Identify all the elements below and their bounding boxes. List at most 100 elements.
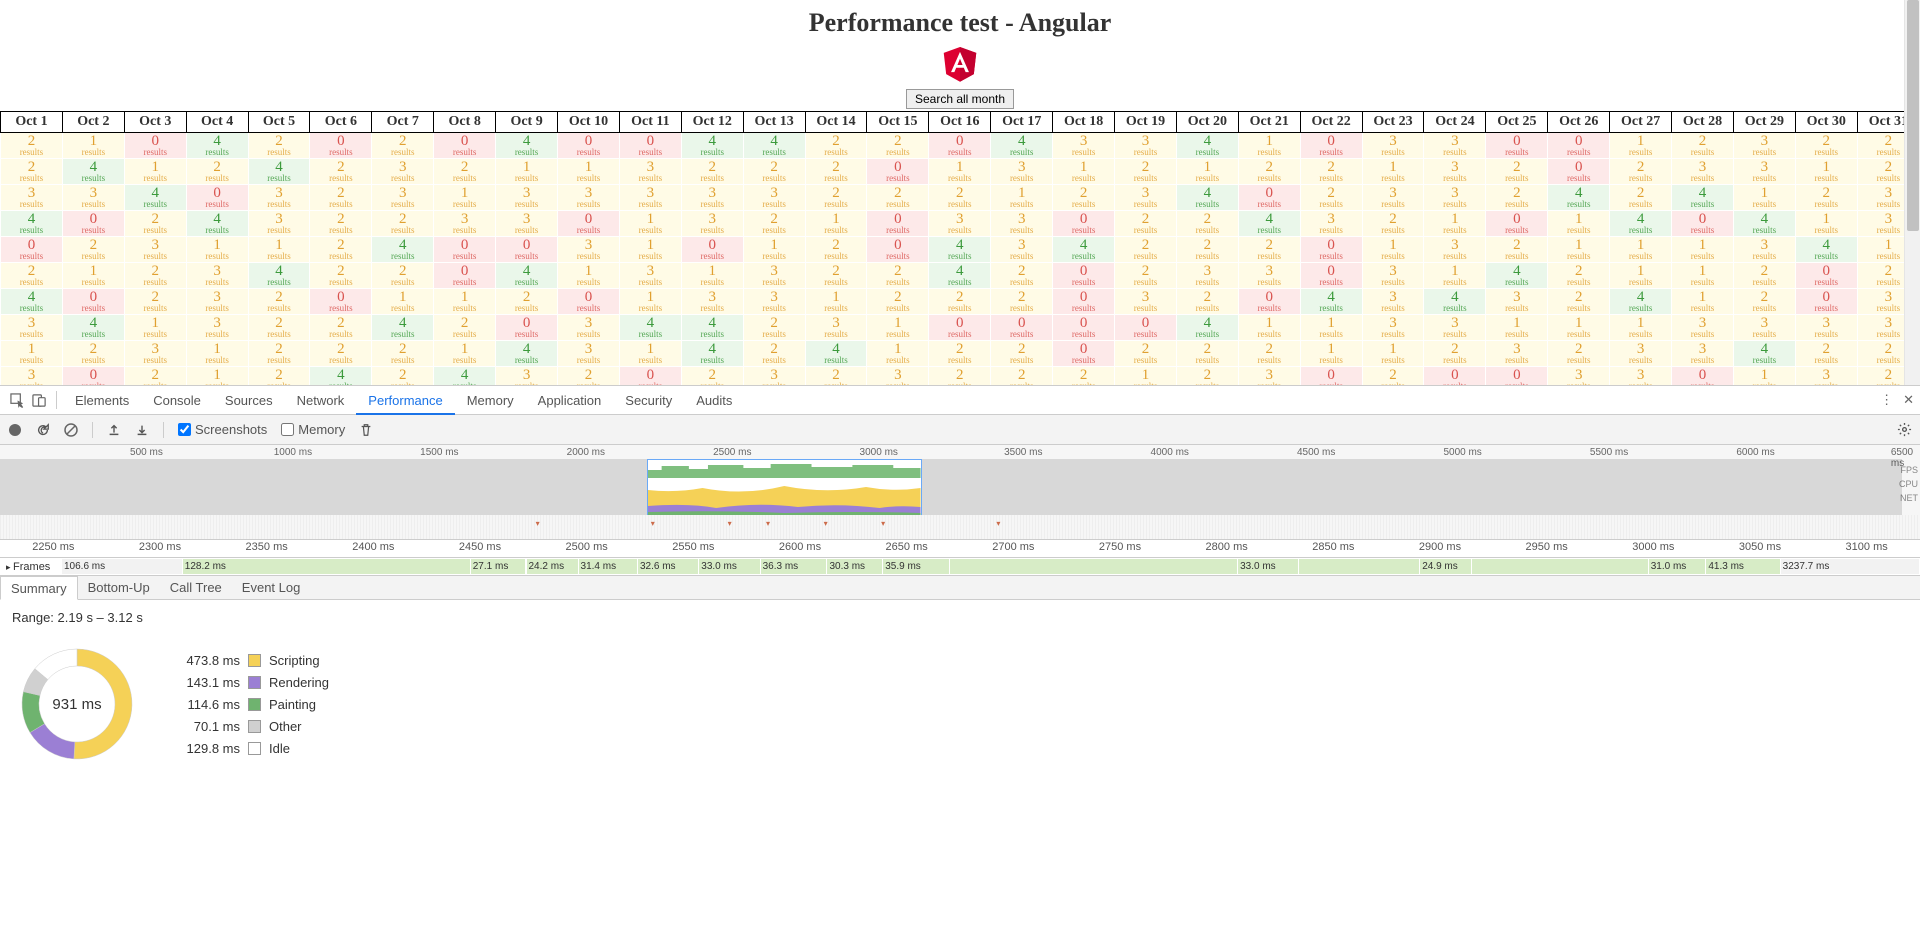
result-cell[interactable]: 4results <box>619 315 681 341</box>
result-cell[interactable]: 2results <box>248 367 310 386</box>
result-cell[interactable]: 3results <box>991 237 1053 263</box>
result-cell[interactable]: 2results <box>124 211 186 237</box>
result-cell[interactable]: 0results <box>1300 367 1362 386</box>
result-cell[interactable]: 3results <box>1610 341 1672 367</box>
result-cell[interactable]: 0results <box>558 133 620 159</box>
result-cell[interactable]: 0results <box>1300 263 1362 289</box>
frame-segment[interactable]: 36.3 ms <box>761 559 828 574</box>
result-cell[interactable]: 0results <box>1053 315 1115 341</box>
result-cell[interactable]: 0results <box>1300 237 1362 263</box>
result-cell[interactable]: 3results <box>991 211 1053 237</box>
result-cell[interactable]: 2results <box>372 367 434 386</box>
result-cell[interactable]: 2results <box>805 263 867 289</box>
result-cell[interactable]: 1results <box>1610 315 1672 341</box>
result-cell[interactable]: 1results <box>62 263 124 289</box>
result-cell[interactable]: 4results <box>991 133 1053 159</box>
result-cell[interactable]: 2results <box>991 263 1053 289</box>
result-cell[interactable]: 3results <box>1362 133 1424 159</box>
result-cell[interactable]: 3results <box>496 211 558 237</box>
result-cell[interactable]: 2results <box>1300 159 1362 185</box>
result-cell[interactable]: 1results <box>619 341 681 367</box>
result-cell[interactable]: 0results <box>1672 367 1734 386</box>
result-cell[interactable]: 3results <box>1362 315 1424 341</box>
result-cell[interactable]: 1results <box>186 341 248 367</box>
device-toggle-icon[interactable] <box>28 393 50 408</box>
result-cell[interactable]: 0results <box>1053 211 1115 237</box>
result-cell[interactable]: 3results <box>1053 133 1115 159</box>
result-cell[interactable]: 1results <box>1795 159 1857 185</box>
result-cell[interactable]: 3results <box>1733 237 1795 263</box>
result-cell[interactable]: 2results <box>434 159 496 185</box>
result-cell[interactable]: 0results <box>62 367 124 386</box>
result-cell[interactable]: 1results <box>558 263 620 289</box>
result-cell[interactable]: 2results <box>1610 159 1672 185</box>
result-cell[interactable]: 0results <box>1238 185 1300 211</box>
result-cell[interactable]: 3results <box>1115 289 1177 315</box>
result-cell[interactable]: 0results <box>867 237 929 263</box>
frames-track[interactable]: 106.6 ms128.2 ms27.1 ms24.2 ms31.4 ms32.… <box>62 558 1920 575</box>
result-cell[interactable]: 0results <box>1486 211 1548 237</box>
result-cell[interactable]: 2results <box>1 159 63 185</box>
result-cell[interactable]: 2results <box>1795 185 1857 211</box>
result-cell[interactable]: 0results <box>186 185 248 211</box>
result-cell[interactable]: 1results <box>496 159 558 185</box>
result-cell[interactable]: 4results <box>372 237 434 263</box>
result-cell[interactable]: 4results <box>1610 289 1672 315</box>
result-cell[interactable]: 3results <box>372 159 434 185</box>
result-cell[interactable]: 3results <box>1238 263 1300 289</box>
result-cell[interactable]: 2results <box>1362 367 1424 386</box>
devtools-more-icon[interactable]: ⋮ <box>1880 392 1893 408</box>
result-cell[interactable]: 2results <box>186 159 248 185</box>
result-cell[interactable]: 2results <box>1424 341 1486 367</box>
result-cell[interactable]: 4results <box>62 159 124 185</box>
result-cell[interactable]: 4results <box>124 185 186 211</box>
result-cell[interactable]: 2results <box>1115 237 1177 263</box>
result-cell[interactable]: 0results <box>1053 263 1115 289</box>
download-profile-icon[interactable] <box>135 423 149 437</box>
result-cell[interactable]: 1results <box>619 237 681 263</box>
sub-tab-bottom-up[interactable]: Bottom-Up <box>78 576 160 600</box>
frame-segment[interactable]: 24.9 ms <box>1420 559 1472 574</box>
result-cell[interactable]: 3results <box>1362 289 1424 315</box>
result-cell[interactable]: 2results <box>310 159 372 185</box>
result-cell[interactable]: 3results <box>805 315 867 341</box>
result-cell[interactable]: 3results <box>558 237 620 263</box>
result-cell[interactable]: 1results <box>743 237 805 263</box>
result-cell[interactable]: 0results <box>1238 289 1300 315</box>
result-cell[interactable]: 1results <box>1610 237 1672 263</box>
frame-segment[interactable]: 31.4 ms <box>579 559 638 574</box>
result-cell[interactable]: 2results <box>124 263 186 289</box>
result-cell[interactable]: 4results <box>743 133 805 159</box>
result-cell[interactable]: 1results <box>62 133 124 159</box>
result-cell[interactable]: 0results <box>124 133 186 159</box>
result-cell[interactable]: 2results <box>805 133 867 159</box>
result-cell[interactable]: 0results <box>1795 263 1857 289</box>
devtools-close-icon[interactable]: ✕ <box>1903 392 1914 408</box>
result-cell[interactable]: 2results <box>1672 133 1734 159</box>
result-cell[interactable]: 2results <box>310 263 372 289</box>
result-cell[interactable]: 3results <box>1610 367 1672 386</box>
result-cell[interactable]: 2results <box>1 263 63 289</box>
result-cell[interactable]: 1results <box>1733 185 1795 211</box>
result-cell[interactable]: 2results <box>1238 159 1300 185</box>
result-cell[interactable]: 4results <box>681 315 743 341</box>
result-cell[interactable]: 0results <box>867 211 929 237</box>
result-cell[interactable]: 4results <box>310 367 372 386</box>
result-cell[interactable]: 2results <box>929 367 991 386</box>
result-cell[interactable]: 3results <box>62 185 124 211</box>
frame-segment[interactable]: 27.1 ms <box>471 559 527 574</box>
result-cell[interactable]: 0results <box>62 289 124 315</box>
result-cell[interactable]: 1results <box>434 341 496 367</box>
result-cell[interactable]: 2results <box>805 367 867 386</box>
result-cell[interactable]: 2results <box>310 341 372 367</box>
result-cell[interactable]: 3results <box>1486 289 1548 315</box>
result-cell[interactable]: 4results <box>1 289 63 315</box>
result-cell[interactable]: 1results <box>929 159 991 185</box>
result-cell[interactable]: 3results <box>1672 315 1734 341</box>
result-cell[interactable]: 1results <box>372 289 434 315</box>
result-cell[interactable]: 2results <box>496 289 558 315</box>
result-cell[interactable]: 2results <box>867 289 929 315</box>
result-cell[interactable]: 0results <box>1486 367 1548 386</box>
result-cell[interactable]: 1results <box>186 237 248 263</box>
result-cell[interactable]: 0results <box>1672 211 1734 237</box>
